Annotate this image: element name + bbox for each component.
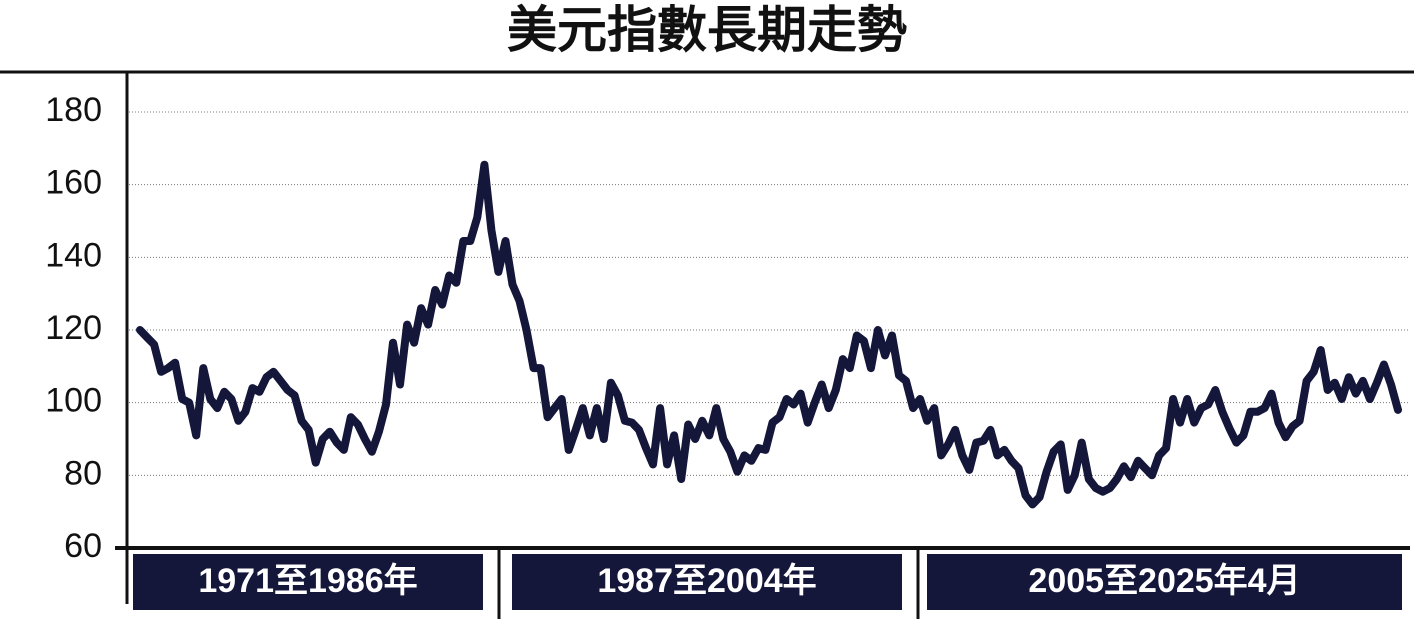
y-tick-label: 100 xyxy=(45,382,102,420)
period-band xyxy=(927,554,1402,610)
y-tick-label: 160 xyxy=(45,164,102,202)
y-tick-label: 140 xyxy=(45,236,102,274)
period-label: 2005至2025年4月 xyxy=(1028,562,1300,600)
period-band xyxy=(133,554,483,610)
y-tick-label: 60 xyxy=(64,527,102,565)
y-tick-label: 180 xyxy=(45,91,102,129)
data-line xyxy=(136,160,1402,509)
chart-title: 美元指數長期走勢 xyxy=(507,2,907,58)
y-tick-label: 120 xyxy=(45,309,102,347)
period-label: 1971至1986年 xyxy=(198,562,417,600)
y-tick-label: 80 xyxy=(64,454,102,492)
period-label: 1987至2004年 xyxy=(597,562,816,600)
period-band xyxy=(512,554,902,610)
